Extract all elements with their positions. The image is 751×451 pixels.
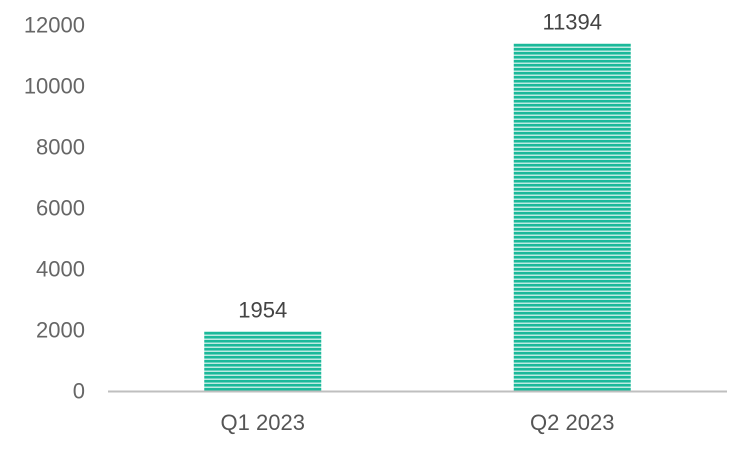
y-tick-label: 12000: [24, 13, 85, 38]
y-tick-label: 10000: [24, 74, 85, 99]
x-tick-label: Q1 2023: [221, 410, 305, 435]
y-tick-label: 8000: [36, 135, 85, 160]
x-tick-label: Q2 2023: [530, 410, 614, 435]
y-tick-label: 6000: [36, 196, 85, 221]
bar-q1-2023: [204, 331, 322, 391]
y-tick-label: 2000: [36, 318, 85, 343]
data-label: 1954: [238, 297, 287, 322]
y-axis: 0 2000 4000 6000 8000 10000 12000: [24, 13, 85, 404]
y-tick-label: 4000: [36, 257, 85, 282]
bar-q2-2023: [513, 43, 631, 391]
x-axis: Q1 2023 Q2 2023: [221, 410, 615, 435]
data-label: 11394: [542, 9, 602, 34]
bars-group: 1954 11394: [204, 9, 631, 391]
y-tick-label: 0: [73, 379, 85, 404]
